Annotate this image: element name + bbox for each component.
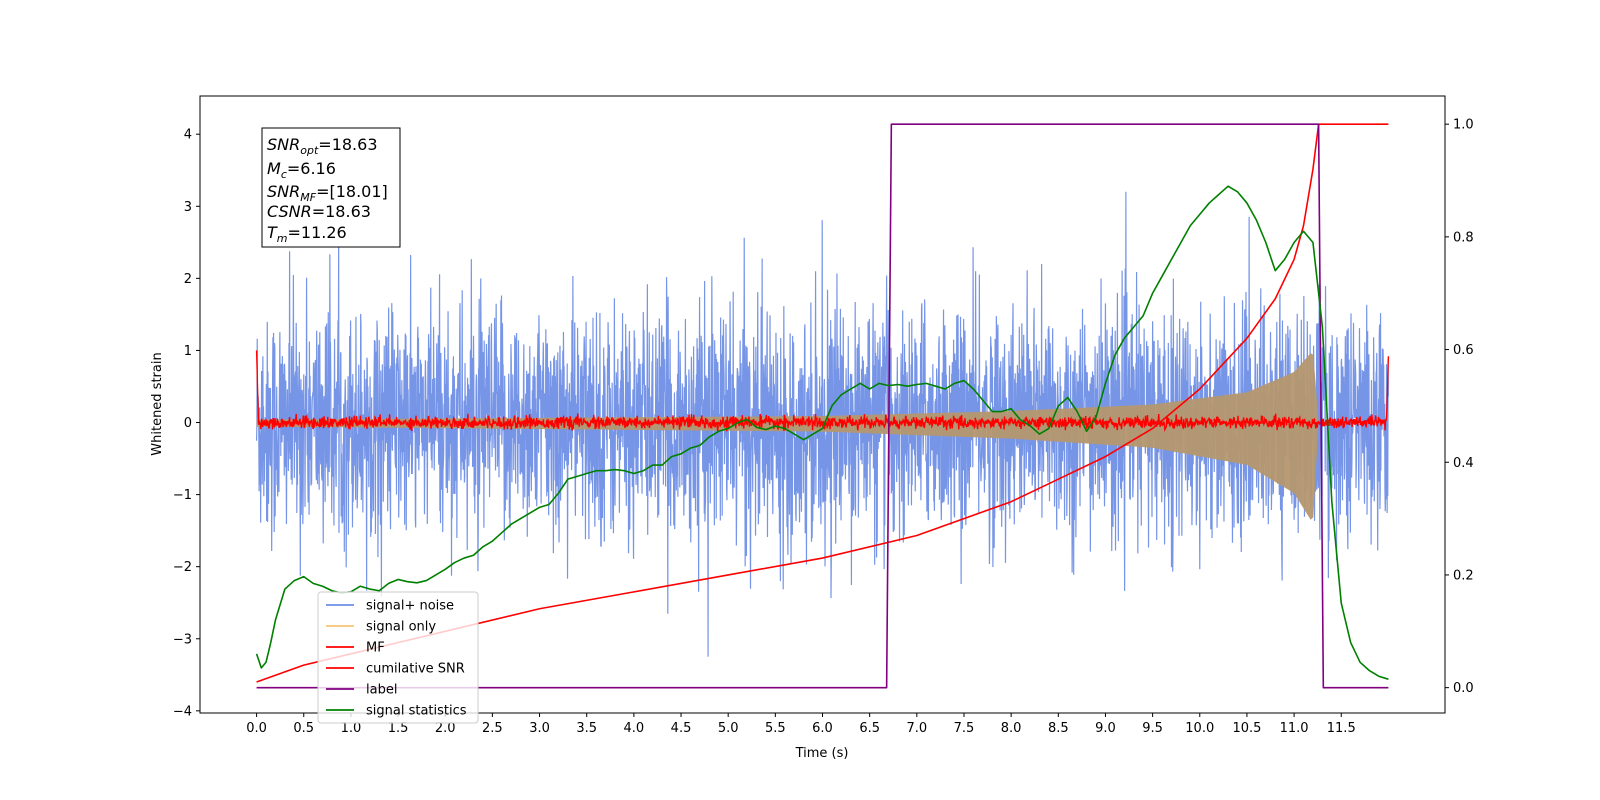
x-tick-label: 1.0: [341, 721, 362, 736]
x-tick-label: 6.0: [812, 721, 833, 736]
x-tick-label: 3.5: [576, 721, 597, 736]
info-mc: Mc=6.16: [267, 159, 336, 181]
y-axis-left: −4 −3 −2 −1 0 1 2 3 4: [173, 128, 200, 719]
x-tick-label: 7.0: [906, 721, 927, 736]
info-box: SNRopt=18.63 Mc=6.16 SNRMF=[18.01] CSNR=…: [261, 127, 401, 248]
x-tick-label: 10.5: [1232, 721, 1261, 736]
series-mf: [255, 350, 1390, 432]
x-tick-label: 5.0: [718, 721, 739, 736]
x-tick-label: 8.0: [1001, 721, 1022, 736]
y-axis-label: Whitened strain: [150, 352, 165, 455]
x-tick-label: 7.5: [954, 721, 975, 736]
legend-label: MF: [366, 641, 385, 656]
y-tick-label: 0: [184, 416, 192, 431]
x-tick-label: 9.5: [1142, 721, 1163, 736]
legend-frame: [317, 591, 479, 724]
legend-label: signal only: [366, 620, 436, 635]
y-right-tick-label: 0.0: [1453, 681, 1474, 696]
y-tick-label: 3: [184, 200, 192, 215]
y-right-tick-label: 0.4: [1453, 456, 1474, 471]
info-tm: Tm=11.26: [267, 223, 347, 245]
x-tick-label: 1.5: [388, 721, 409, 736]
y-tick-label: 4: [184, 128, 192, 143]
legend-label: signal statistics: [366, 704, 467, 719]
y-tick-label: 2: [184, 272, 192, 287]
x-tick-label: 10.0: [1185, 721, 1214, 736]
x-tick-label: 3.0: [529, 721, 550, 736]
y-tick-label: −1: [173, 488, 192, 503]
y-right-tick-label: 1.0: [1453, 118, 1474, 133]
legend-label: label: [366, 683, 397, 698]
y-right-tick-label: 0.2: [1453, 568, 1474, 583]
y-tick-label: −4: [173, 704, 192, 719]
x-tick-label: 5.5: [765, 721, 786, 736]
y-tick-label: 1: [184, 344, 192, 359]
x-tick-label: 2.5: [482, 721, 503, 736]
legend: signal+ noise signal only MF cumilative SNR…: [317, 591, 479, 724]
y-right-tick-label: 0.6: [1453, 343, 1474, 358]
series-cumilative-snr: [256, 123, 1389, 683]
x-tick-label: 0.5: [293, 721, 314, 736]
y-tick-label: −2: [173, 560, 192, 575]
x-tick-label: 2.0: [435, 721, 456, 736]
series-signal-statistics: [255, 185, 1389, 680]
plot-area: [255, 123, 1390, 689]
info-box-frame: [261, 127, 401, 248]
y-right-tick-label: 0.8: [1453, 230, 1474, 245]
info-csnr: CSNR=18.63: [267, 202, 371, 221]
x-tick-label: 11.0: [1280, 721, 1309, 736]
x-tick-label: 4.0: [624, 721, 645, 736]
x-axis-label: Time (s): [795, 746, 849, 761]
x-tick-label: 9.0: [1095, 721, 1116, 736]
x-tick-label: 4.5: [671, 721, 692, 736]
series-label: [256, 123, 1389, 689]
x-tick-label: 0.0: [246, 721, 267, 736]
x-tick-label: 11.5: [1327, 721, 1356, 736]
x-axis: 0.0 0.5 1.0 1.5 2.0 2.5 3.0 3.5 4.0 4.5 5.0 5.5 6.0 6…: [246, 713, 1356, 736]
legend-label: cumilative SNR: [366, 662, 465, 677]
x-tick-label: 6.5: [859, 721, 880, 736]
info-snr-opt: SNRopt=18.63: [267, 135, 378, 157]
info-snr-mf: SNRMF=[18.01]: [267, 182, 388, 204]
series-signal-only: [256, 353, 1319, 520]
y-tick-label: −3: [173, 632, 192, 647]
y-axis-right: 0.0 0.2 0.4 0.6 0.8 1.0: [1445, 118, 1474, 696]
legend-label: signal+ noise: [366, 599, 454, 614]
x-tick-label: 8.5: [1048, 721, 1069, 736]
